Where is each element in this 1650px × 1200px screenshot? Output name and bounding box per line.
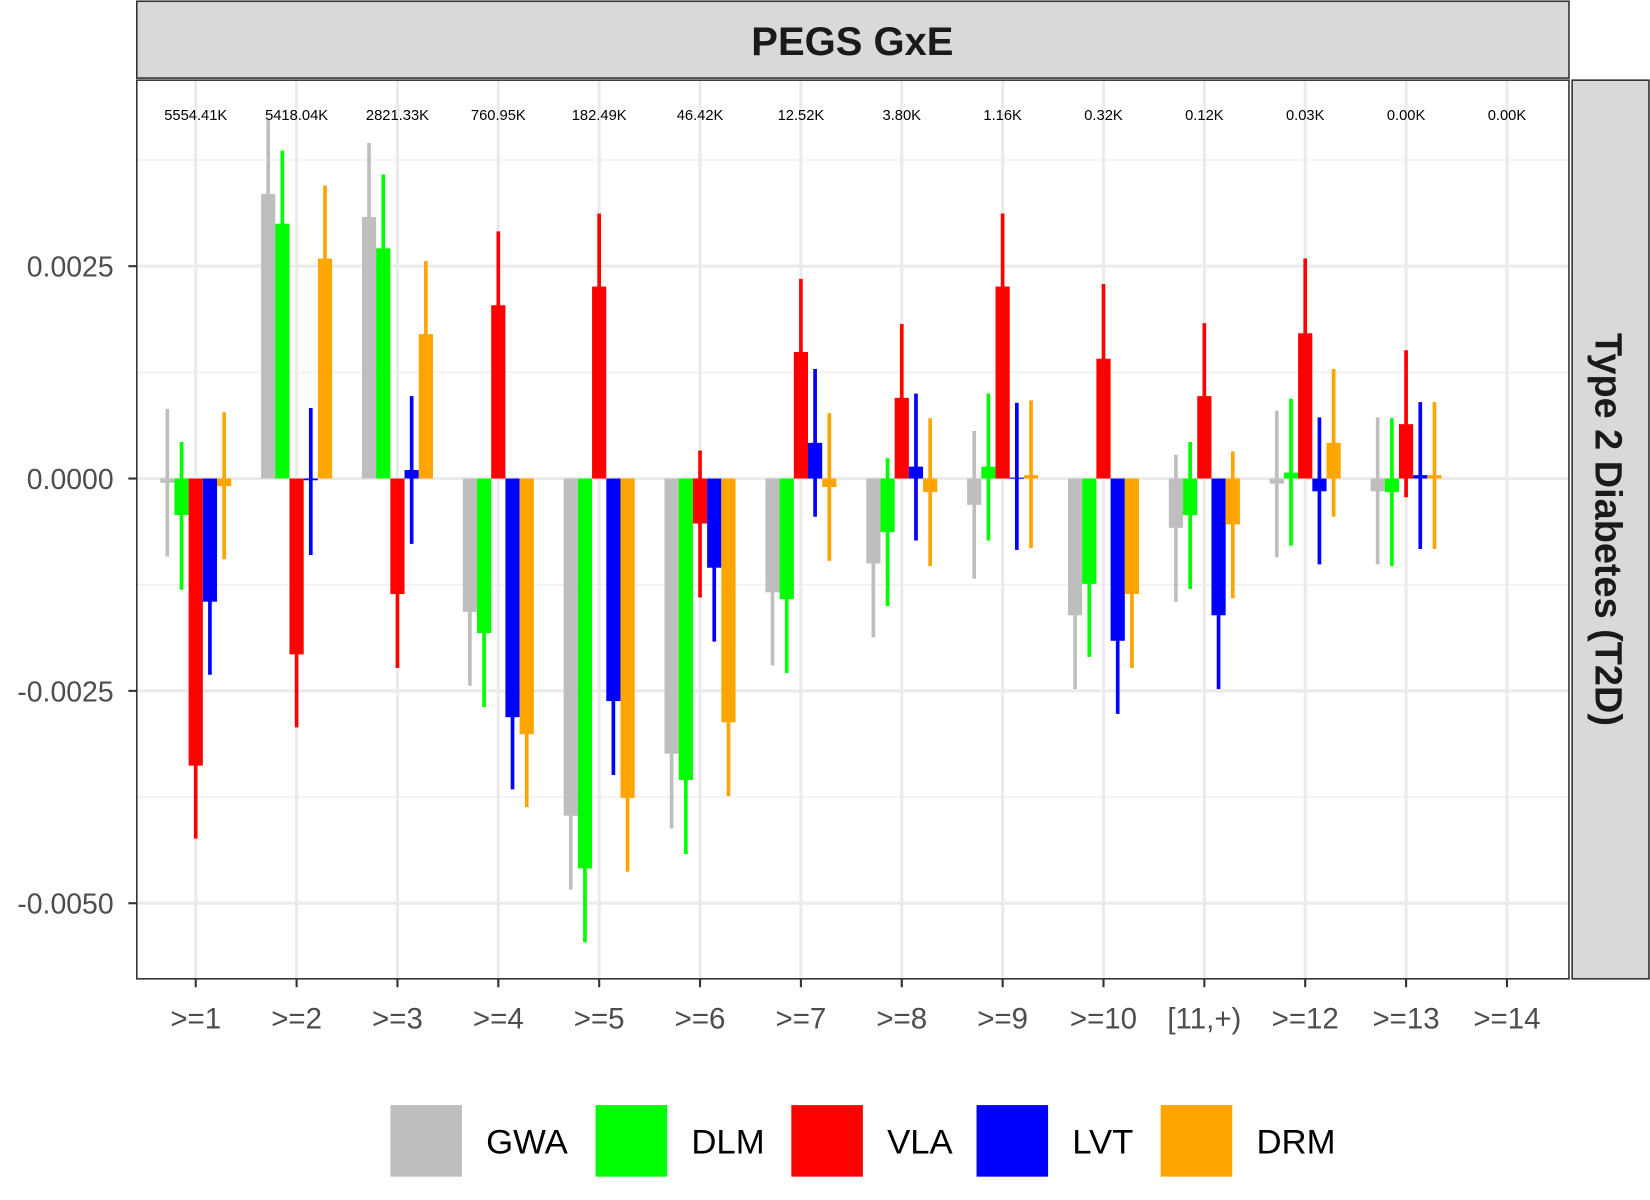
legend-swatch-gwa [390,1105,462,1177]
legend-label-lvt: LVT [1072,1124,1133,1162]
x-tick-label: >=2 [271,1002,322,1035]
legend-label-vla: VLA [887,1124,953,1162]
x-tick-label: >=8 [876,1002,927,1035]
bar-dlm [678,478,693,781]
y-axis: 0.0025 0.0000 -0.0025 -0.0050 [17,252,137,921]
bars [160,120,1442,943]
count-label: 5554.41K [164,108,227,124]
legend-label-dlm: DLM [691,1124,764,1162]
x-tick-label: >=3 [372,1002,423,1035]
y-tick-label: -0.0050 [17,889,113,921]
top-strip [136,0,1570,79]
legend-swatch-lvt [976,1105,1049,1177]
bar-dlm [477,478,492,634]
legend-swatch-drm [1160,1105,1233,1177]
plot-border [136,79,1570,980]
x-tick-label: >=9 [977,1002,1028,1035]
count-label: 760.95K [471,108,526,124]
bar-gwa [261,193,276,479]
bar-drm [721,478,736,723]
count-label: 0.00K [1387,108,1426,124]
count-label: 5418.04K [265,108,328,124]
y-tick-label: -0.0025 [17,676,113,708]
bar-dlm [376,248,391,479]
y-tick-label: 0.0000 [27,464,114,496]
count-label: 2821.33K [366,108,429,124]
legend: GWA DLM VLA LVT DRM [390,1105,1336,1177]
bar-gwa [563,478,578,816]
bar-vla [592,286,607,479]
count-label: 0.32K [1084,108,1123,124]
chart-title: PEGS GxE [751,20,953,64]
x-tick-label: >=7 [776,1002,827,1035]
x-tick-label: >=10 [1070,1002,1137,1035]
count-label: 46.42K [677,108,724,124]
bar-drm [620,478,635,798]
facet-row-label: Type 2 Diabetes (T2D) [1586,333,1628,726]
x-tick-label: >=12 [1272,1002,1339,1035]
legend-label-drm: DRM [1256,1124,1335,1162]
count-label: 3.80K [883,108,922,124]
bar-vla [188,478,203,766]
bar-lvt [505,478,520,718]
x-tick-label: >=14 [1473,1002,1540,1035]
bar-lvt [1110,478,1125,641]
bar-vla [995,286,1010,479]
count-label: 182.49K [572,108,627,124]
plot-panel [136,80,1569,979]
bar-vla [289,478,304,655]
legend-label-gwa: GWA [486,1124,568,1162]
bar-gwa [361,216,377,479]
bar-dlm [577,478,593,869]
x-tick-label: >=4 [473,1002,524,1035]
bar-drm [317,258,333,479]
x-axis: >=1 >=2 >=3 >=4 >=5 >=6 >=7 >=8 >=9 >=10 [11,+) >=1… [170,978,1541,1035]
bar-gwa [664,478,679,754]
x-tick-label: >=1 [170,1002,221,1035]
right-strip [1571,79,1650,980]
x-tick-label: >=13 [1372,1002,1439,1035]
count-label: 0.12K [1185,108,1224,124]
bar-lvt [606,478,621,702]
count-labels: 5554.41K 5418.04K 2821.33K 760.95K 182.49K 46… [164,108,1526,124]
legend-swatch-vla [791,1105,863,1177]
count-label: 0.03K [1286,108,1325,124]
bar-vla [491,305,506,479]
y-tick-label: 0.0025 [27,252,114,284]
count-label: 1.16K [983,108,1022,124]
x-tick-label: >=5 [574,1002,625,1035]
x-tick-label: >=6 [675,1002,726,1035]
bar-dlm [275,223,290,479]
count-label: 0.00K [1488,108,1527,124]
legend-swatch-dlm [595,1105,668,1177]
x-tick-label: [11,+) [1167,1002,1241,1035]
count-label: 12.52K [778,108,825,124]
bar-drm [519,478,534,735]
